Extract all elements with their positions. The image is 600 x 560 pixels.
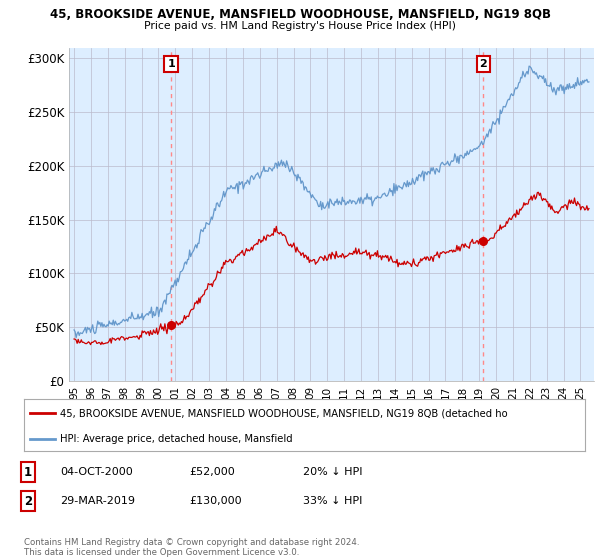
Text: 45, BROOKSIDE AVENUE, MANSFIELD WOODHOUSE, MANSFIELD, NG19 8QB: 45, BROOKSIDE AVENUE, MANSFIELD WOODHOUS… bbox=[49, 8, 551, 21]
Text: Contains HM Land Registry data © Crown copyright and database right 2024.
This d: Contains HM Land Registry data © Crown c… bbox=[24, 538, 359, 557]
Text: 2: 2 bbox=[24, 494, 32, 508]
Text: 33% ↓ HPI: 33% ↓ HPI bbox=[303, 496, 362, 506]
Text: 29-MAR-2019: 29-MAR-2019 bbox=[60, 496, 135, 506]
Text: 45, BROOKSIDE AVENUE, MANSFIELD WOODHOUSE, MANSFIELD, NG19 8QB (detached ho: 45, BROOKSIDE AVENUE, MANSFIELD WOODHOUS… bbox=[61, 408, 508, 418]
Text: 04-OCT-2000: 04-OCT-2000 bbox=[60, 467, 133, 477]
Text: 1: 1 bbox=[24, 465, 32, 479]
Text: 1: 1 bbox=[167, 59, 175, 69]
Text: 20% ↓ HPI: 20% ↓ HPI bbox=[303, 467, 362, 477]
Text: £130,000: £130,000 bbox=[189, 496, 242, 506]
Text: 2: 2 bbox=[479, 59, 487, 69]
Text: Price paid vs. HM Land Registry's House Price Index (HPI): Price paid vs. HM Land Registry's House … bbox=[144, 21, 456, 31]
Text: £52,000: £52,000 bbox=[189, 467, 235, 477]
Text: HPI: Average price, detached house, Mansfield: HPI: Average price, detached house, Mans… bbox=[61, 435, 293, 445]
